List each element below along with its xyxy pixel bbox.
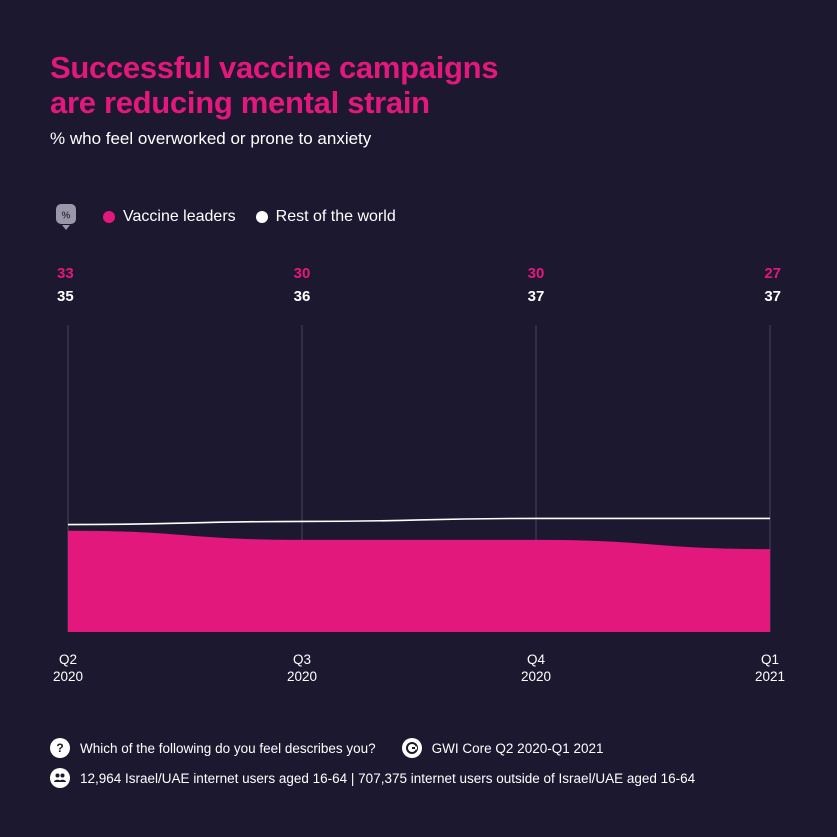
- value-label-rest-of-world-2: 37: [528, 288, 545, 305]
- legend: % Vaccine leaders Rest of the world: [55, 203, 416, 231]
- x-tick-label-quarter-0: Q2: [59, 652, 77, 667]
- footer-question-text: Which of the following do you feel descr…: [80, 740, 376, 756]
- legend-item-rest-of-world: Rest of the world: [255, 208, 396, 226]
- legend-item-vaccine-leaders: Vaccine leaders: [103, 208, 236, 226]
- value-label-rest-of-world-0: 35: [57, 288, 74, 305]
- x-tick-label-year-0: 2020: [53, 669, 83, 684]
- chart-title: Successful vaccine campaigns are reducin…: [50, 50, 499, 120]
- gwi-logo-icon: [401, 738, 422, 758]
- footer-sample-row: 12,964 Israel/UAE internet users aged 16…: [50, 768, 695, 788]
- x-tick-label-year-2: 2020: [521, 669, 551, 684]
- x-tick-label-year-1: 2020: [287, 669, 317, 684]
- area-vaccine-leaders: [68, 530, 770, 632]
- chart-subtitle: % who feel overworked or prone to anxiet…: [50, 129, 372, 148]
- value-label-vaccine-leaders-0: 33: [57, 265, 74, 282]
- value-label-rest-of-world-3: 37: [764, 288, 781, 305]
- footer-sample-text: 12,964 Israel/UAE internet users aged 16…: [80, 770, 696, 786]
- legend-swatch-rest-of-world: [255, 211, 268, 223]
- x-tick-label-year-3: 2021: [755, 669, 785, 684]
- question-icon: ?: [50, 738, 70, 758]
- percent-badge-icon: %: [56, 204, 76, 230]
- chart-title-line-1: Successful vaccine campaigns: [50, 50, 499, 85]
- x-tick-label-quarter-3: Q1: [761, 652, 779, 667]
- x-tick-label-quarter-2: Q4: [527, 652, 546, 667]
- value-label-vaccine-leaders-3: 27: [764, 265, 781, 282]
- percent-badge-label: %: [62, 211, 71, 222]
- people-icon: [50, 768, 70, 788]
- chart-title-line-2: are reducing mental strain: [50, 85, 430, 120]
- value-label-vaccine-leaders-1: 30: [294, 265, 311, 282]
- footer-source-text: GWI Core Q2 2020-Q1 2021: [431, 740, 604, 756]
- legend-swatch-vaccine-leaders: [103, 211, 115, 223]
- value-label-rest-of-world-1: 36: [294, 288, 311, 305]
- value-label-vaccine-leaders-2: 30: [528, 265, 545, 282]
- line-rest-of-world: [67, 517, 770, 526]
- legend-label-vaccine-leaders: Vaccine leaders: [123, 208, 236, 225]
- footer-question-row: ? Which of the following do you feel des…: [50, 738, 604, 758]
- x-tick-label-quarter-1: Q3: [293, 652, 311, 667]
- legend-label-rest-of-world: Rest of the world: [275, 208, 396, 225]
